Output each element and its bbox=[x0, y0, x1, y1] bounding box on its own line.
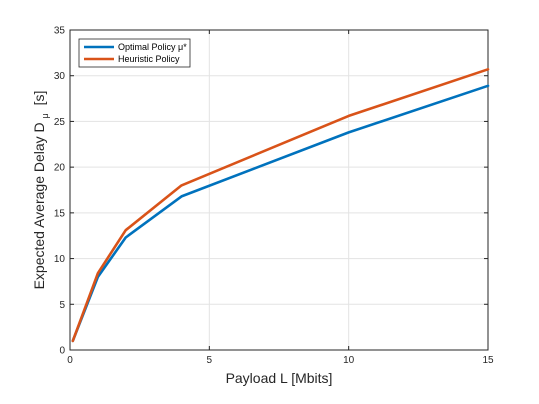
y-axis-label-group: Expected Average Delay D μ [s] bbox=[31, 91, 51, 290]
y-axis-label-main: Expected Average Delay D bbox=[31, 122, 47, 289]
y-tick-label: 35 bbox=[54, 26, 66, 37]
x-tick-label: 15 bbox=[482, 355, 494, 366]
y-tick-label: 5 bbox=[59, 300, 65, 311]
legend-label-optimal: Optimal Policy μ* bbox=[118, 42, 187, 52]
y-tick-label: 0 bbox=[59, 346, 65, 357]
x-tick-label: 5 bbox=[207, 355, 213, 366]
y-tick-label: 10 bbox=[54, 254, 66, 265]
y-axis-label-unit: [s] bbox=[31, 91, 47, 106]
series-line-heuristic bbox=[71, 68, 490, 343]
plot-area bbox=[69, 29, 489, 351]
grid-lines bbox=[69, 29, 489, 351]
legend-box bbox=[78, 38, 191, 68]
x-axis-label: Payload L [Mbits] bbox=[226, 370, 333, 386]
axis-ticks: 0 5 10 15 0 5 10 15 20 25 30 35 bbox=[54, 26, 494, 367]
y-axis-label: Expected Average Delay D μ [s] bbox=[31, 91, 51, 290]
legend: Optimal Policy μ* Heuristic Policy bbox=[78, 38, 191, 68]
y-tick-label: 20 bbox=[54, 163, 66, 174]
legend-label-heuristic: Heuristic Policy bbox=[118, 54, 180, 64]
y-tick-label: 25 bbox=[54, 117, 66, 128]
series-lines bbox=[71, 68, 490, 343]
y-axis-label-subscript: μ bbox=[40, 113, 50, 118]
y-tick-label: 30 bbox=[54, 71, 66, 82]
x-tick-label: 10 bbox=[343, 355, 355, 366]
y-tick-label: 15 bbox=[54, 208, 66, 219]
x-tick-label: 0 bbox=[67, 355, 73, 366]
